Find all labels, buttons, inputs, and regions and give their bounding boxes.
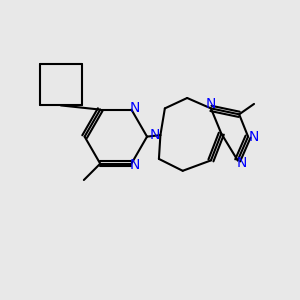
Text: N: N xyxy=(130,101,140,115)
Text: N: N xyxy=(237,156,247,170)
Text: N: N xyxy=(130,158,140,172)
Text: N: N xyxy=(150,128,160,142)
Text: N: N xyxy=(248,130,259,144)
Text: N: N xyxy=(206,97,216,111)
